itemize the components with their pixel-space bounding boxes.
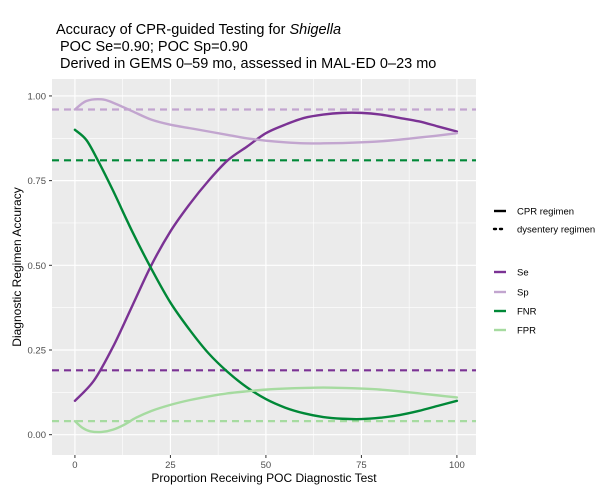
title-line-3: Derived in GEMS 0–59 mo, assessed in MAL… — [60, 56, 436, 72]
legend-label-dysentery: dysentery regimen — [517, 225, 595, 236]
y-tick-label: 0.75 — [28, 176, 47, 187]
y-axis-title: Diagnostic Regimen Accuracy — [10, 187, 24, 346]
reference-lines — [52, 108, 476, 423]
legend-label-fnr: FNR — [517, 307, 537, 318]
grid-lines — [52, 79, 476, 455]
legend-label-se: Se — [517, 268, 529, 279]
y-tick-label: 0.00 — [28, 430, 47, 441]
series-line-fnr — [73, 128, 459, 421]
x-tick-label: 0 — [72, 460, 77, 471]
legend-label-fpr: FPR — [517, 326, 536, 337]
y-tick-label: 1.00 — [28, 91, 47, 102]
y-tick-label: 0.50 — [28, 261, 47, 272]
title-line-2: POC Se=0.90; POC Sp=0.90 — [60, 39, 248, 55]
series-line-se — [73, 111, 459, 402]
title-line-1-prefix: Accuracy of CPR-guided Testing for — [56, 22, 289, 38]
title-line-1-italic: Shigella — [289, 22, 341, 38]
x-tick-label: 25 — [165, 460, 176, 471]
x-tick-label: 75 — [356, 460, 367, 471]
series-line-sp — [73, 98, 459, 145]
legend-label-cpr: CPR regimen — [517, 207, 574, 218]
x-axis-title: Proportion Receiving POC Diagnostic Test — [151, 471, 377, 485]
legend: CPR regimen dysentery regimen Se Sp FNR FPR — [492, 207, 595, 337]
axes: 0 25 50 75 100 0.00 0.25 0.50 0.75 1.00 — [28, 91, 465, 471]
y-tick-label: 0.25 — [28, 345, 47, 356]
x-tick-label: 50 — [261, 460, 272, 471]
title-line-1: Accuracy of CPR-guided Testing for Shige… — [56, 22, 341, 38]
series-line-fpr — [73, 386, 459, 434]
chart-title: Accuracy of CPR-guided Testing for Shige… — [56, 22, 436, 72]
legend-label-sp: Sp — [517, 288, 529, 299]
x-tick-label: 100 — [449, 460, 465, 471]
series-lines — [73, 98, 459, 434]
